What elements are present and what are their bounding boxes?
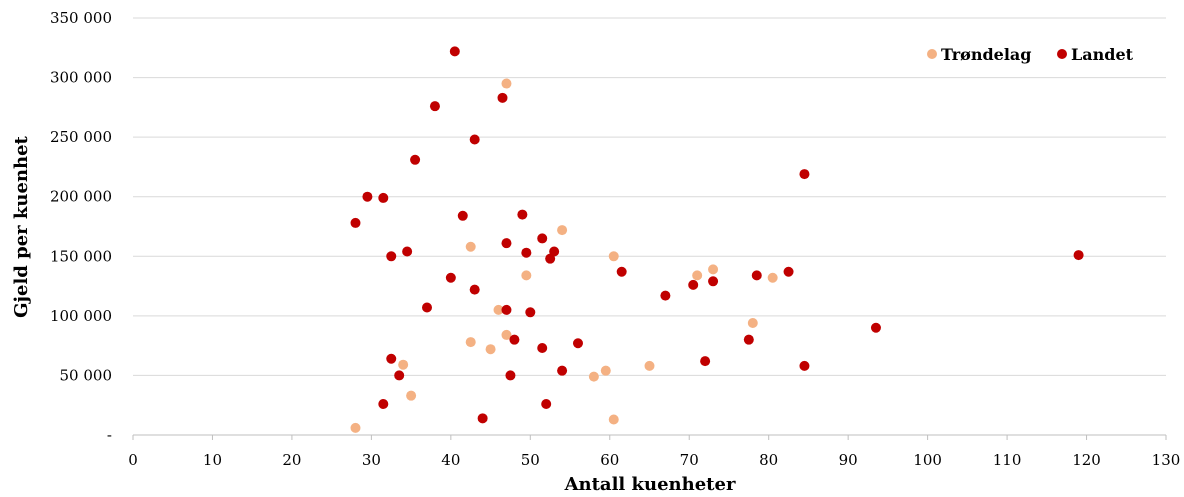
series-trondelag [350, 78, 778, 433]
data-point [410, 154, 421, 165]
data-point [541, 399, 552, 410]
y-tick-label: 250 000 [50, 128, 112, 146]
data-point [477, 413, 488, 424]
y-tick-label: 150 000 [50, 247, 112, 265]
x-tick-label: 120 [1072, 451, 1101, 469]
series-landet [350, 46, 1084, 424]
x-tick-label: 60 [600, 451, 619, 469]
data-point [457, 210, 468, 221]
data-point [870, 322, 881, 333]
data-point [465, 241, 476, 252]
y-tick-label: 350 000 [50, 9, 112, 27]
data-point [521, 270, 532, 281]
data-point [799, 169, 810, 180]
data-point [402, 246, 413, 257]
data-point [525, 307, 536, 318]
y-tick-label: - [107, 426, 112, 444]
legend-label-landet: Landet [1071, 45, 1134, 64]
data-point [743, 334, 754, 345]
data-point [362, 191, 373, 202]
data-point [501, 304, 512, 315]
data-point [767, 272, 778, 283]
x-tick-label: 20 [282, 451, 301, 469]
x-tick-label: 100 [913, 451, 942, 469]
y-tick-label: 100 000 [50, 307, 112, 325]
data-point [350, 422, 361, 433]
data-point [394, 370, 405, 381]
x-tick-label: 10 [203, 451, 222, 469]
data-point [751, 270, 762, 281]
y-axis-title: Gjeld per kuenhet [11, 135, 32, 317]
data-point [449, 46, 460, 57]
y-tick-label: 200 000 [50, 188, 112, 206]
x-axis-title: Antall kuenheter [564, 474, 736, 495]
data-point [557, 365, 568, 376]
x-tick-label: 80 [759, 451, 778, 469]
data-point [644, 360, 655, 371]
legend-marker-trondelag [927, 49, 937, 59]
data-point [783, 266, 794, 277]
data-point [608, 251, 619, 262]
gridlines [133, 17, 1166, 376]
data-point [616, 266, 627, 277]
y-axis-ticks: - 50 000 100 000 150 000 200 000 250 000 300 0… [50, 9, 112, 444]
x-tick-label: 90 [839, 451, 858, 469]
data-point [493, 304, 504, 315]
legend: Trøndelag Landet [927, 45, 1134, 64]
data-point [497, 92, 508, 103]
x-tick-label: 30 [362, 451, 381, 469]
data-point [501, 329, 512, 340]
x-tick-label: 70 [680, 451, 699, 469]
x-tick-label: 50 [521, 451, 540, 469]
data-point [378, 192, 389, 203]
data-point [557, 225, 568, 236]
data-point [660, 290, 671, 301]
data-point [469, 284, 480, 295]
data-point [445, 272, 456, 283]
x-axis-ticks: 0 10 20 30 40 50 60 70 80 90 100 110 120 130 [128, 435, 1180, 469]
data-point [398, 359, 409, 370]
data-point [747, 318, 758, 329]
data-point [799, 360, 810, 371]
data-point [386, 251, 397, 262]
data-point [1073, 250, 1084, 261]
y-tick-label: 50 000 [60, 366, 113, 384]
data-point [465, 337, 476, 348]
data-point [485, 344, 496, 355]
data-point [505, 370, 516, 381]
x-tick-label: 110 [993, 451, 1022, 469]
data-point [608, 414, 619, 425]
data-point [700, 356, 711, 367]
data-point [350, 217, 361, 228]
y-tick-label: 300 000 [50, 69, 112, 87]
data-point [429, 101, 440, 112]
data-point [600, 365, 611, 376]
data-point [708, 264, 719, 275]
data-point [386, 353, 397, 364]
data-point [708, 276, 719, 287]
data-points [350, 46, 1084, 433]
data-point [692, 270, 703, 281]
data-point [588, 371, 599, 382]
data-point [521, 247, 532, 258]
data-point [501, 78, 512, 89]
x-tick-label: 130 [1152, 451, 1181, 469]
data-point [501, 238, 512, 249]
data-point [509, 334, 520, 345]
data-point [469, 134, 480, 145]
legend-marker-landet [1057, 49, 1067, 59]
data-point [688, 279, 699, 290]
x-tick-label: 0 [128, 451, 138, 469]
data-point [572, 338, 583, 349]
legend-label-trondelag: Trøndelag [941, 45, 1031, 64]
data-point [517, 209, 528, 220]
x-tick-label: 40 [441, 451, 460, 469]
data-point [422, 302, 433, 313]
data-point [406, 390, 417, 401]
data-point [537, 343, 548, 354]
data-point [549, 246, 560, 257]
data-point [537, 233, 548, 244]
data-point [378, 399, 389, 410]
